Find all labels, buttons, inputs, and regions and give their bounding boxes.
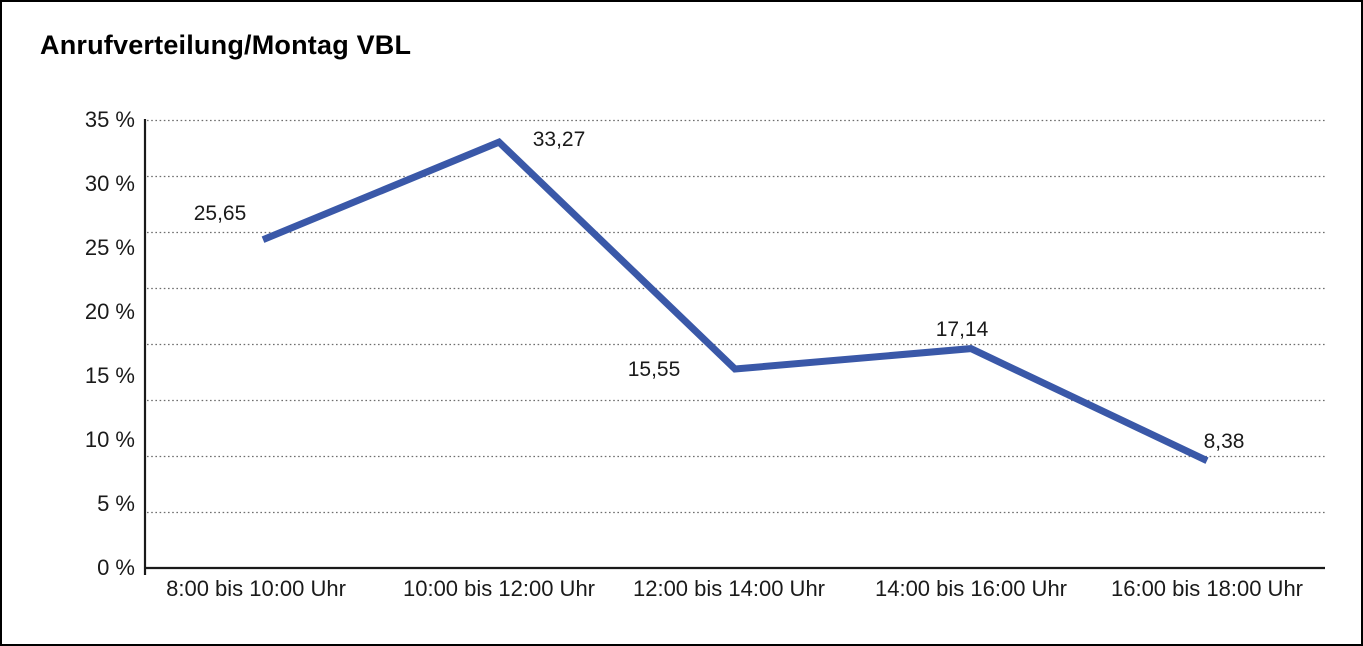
y-axis-tick-label: 25 % bbox=[84, 235, 135, 260]
data-point-label: 15,55 bbox=[627, 358, 681, 381]
y-axis-tick-label: 10 % bbox=[84, 427, 135, 452]
x-axis-category-label: 12:00 bis 14:00 Uhr bbox=[632, 576, 826, 601]
x-axis-category-label: 16:00 bis 18:00 Uhr bbox=[1110, 576, 1304, 601]
y-axis-tick-label: 20 % bbox=[84, 299, 135, 324]
x-axis-category-label: 8:00 bis 10:00 Uhr bbox=[166, 576, 346, 601]
data-point-label: 33,27 bbox=[532, 128, 586, 151]
y-axis-tick-label: 15 % bbox=[84, 363, 135, 388]
y-axis-tick-label: 35 % bbox=[84, 107, 135, 132]
y-axis-tick-label: 5 % bbox=[97, 491, 135, 516]
x-axis-category-label: 14:00 bis 16:00 Uhr bbox=[874, 576, 1068, 601]
chart-title: Anrufverteilung/Montag VBL bbox=[40, 30, 412, 60]
data-point-label: 25,65 bbox=[193, 202, 247, 225]
gridlines bbox=[147, 119, 1325, 514]
y-axis-tick-label: 30 % bbox=[84, 171, 135, 196]
data-point-label: 8,38 bbox=[1203, 430, 1245, 453]
x-axis-category-label: 10:00 bis 12:00 Uhr bbox=[402, 576, 596, 601]
y-axis-tick-label: 0 % bbox=[97, 555, 135, 580]
data-point-label: 17,14 bbox=[935, 318, 989, 341]
trend-line bbox=[261, 137, 1209, 464]
